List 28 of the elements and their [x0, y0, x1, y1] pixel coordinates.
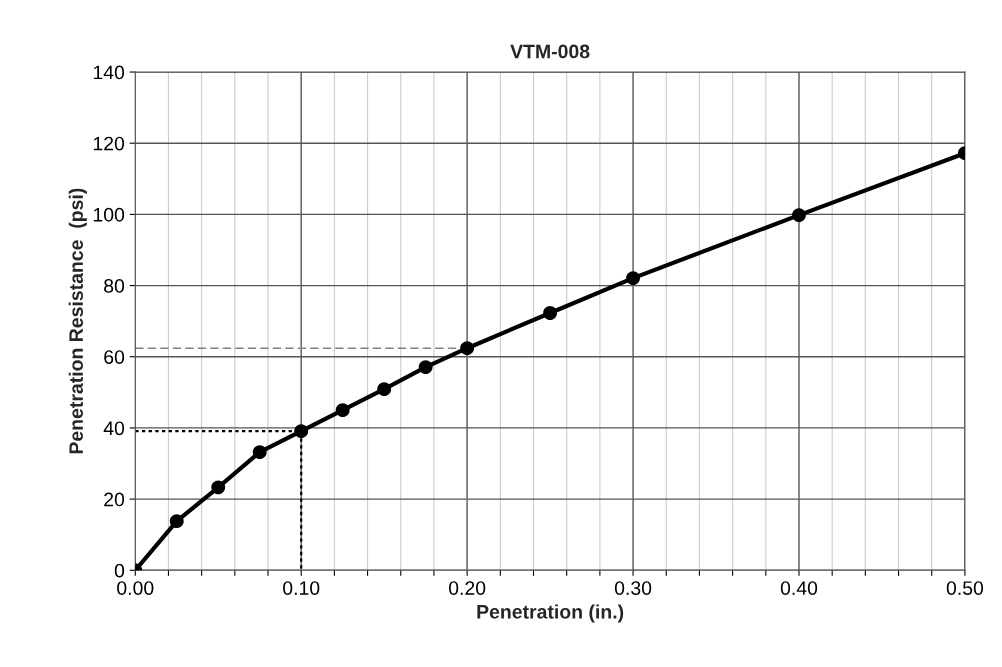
y-tick-label: 80: [104, 279, 125, 293]
point: [294, 424, 309, 439]
x-tick-label: 0.50: [946, 581, 984, 595]
x-tick-label: 0.30: [614, 581, 652, 595]
x-tick-label: 0.40: [780, 581, 818, 595]
y-tick-label: 40: [103, 421, 125, 436]
x-tick-label: 0.00: [117, 581, 154, 595]
point: [626, 271, 641, 286]
point: [377, 382, 392, 397]
point: [335, 403, 350, 418]
y-tick-label: 140: [93, 65, 125, 80]
y-axis-title: Penetration Resistance (psi): [68, 188, 87, 454]
y-tick-label: 0: [114, 563, 125, 578]
point: [418, 360, 433, 375]
y-tick-label: 120: [93, 136, 125, 151]
x-tick-label: 0.10: [283, 581, 320, 595]
x-axis-title: Penetration (in.): [477, 604, 624, 623]
y-tick-label: 60: [104, 350, 125, 364]
point: [460, 341, 475, 356]
point: [169, 514, 184, 529]
point: [211, 480, 226, 495]
y-tick-label: 100: [93, 207, 125, 222]
y-tick-label: 20: [104, 492, 125, 507]
point: [792, 208, 806, 223]
chart-title: VTM-008: [510, 44, 590, 59]
point: [252, 445, 267, 460]
point: [543, 306, 558, 320]
x-tick-label: 0.20: [448, 581, 486, 595]
